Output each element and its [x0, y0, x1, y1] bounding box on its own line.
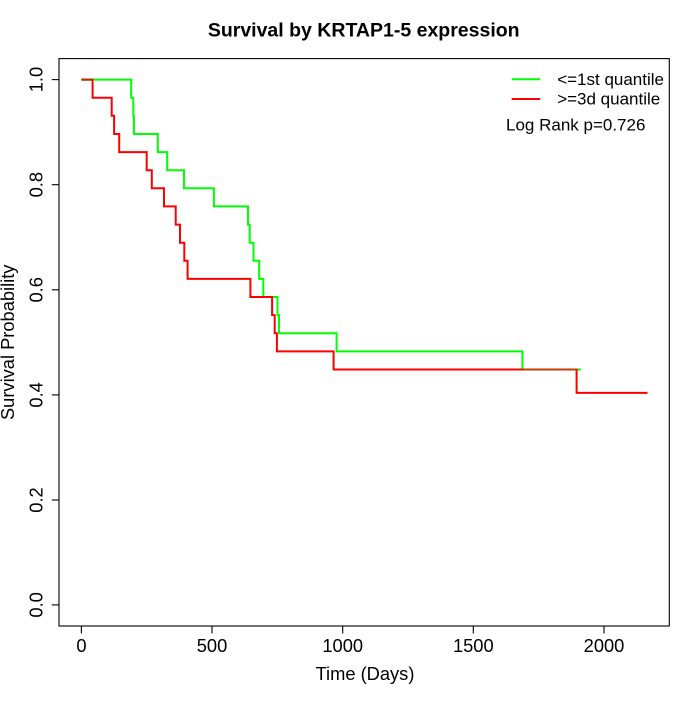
svg-text:Time (Days): Time (Days): [316, 663, 415, 684]
svg-text:0.0: 0.0: [25, 592, 46, 617]
svg-text:<=1st quantile: <=1st quantile: [557, 70, 664, 89]
svg-text:0.6: 0.6: [25, 277, 46, 302]
svg-text:2000: 2000: [584, 635, 625, 656]
svg-text:Survival by KRTAP1-5 expressio: Survival by KRTAP1-5 expression: [208, 20, 520, 42]
svg-text:0.2: 0.2: [25, 487, 46, 512]
svg-text:1500: 1500: [453, 635, 494, 656]
svg-text:0.8: 0.8: [25, 172, 46, 197]
svg-text:Log Rank p=0.726: Log Rank p=0.726: [506, 116, 645, 135]
svg-text:>=3d quantile: >=3d quantile: [557, 90, 660, 109]
svg-text:1000: 1000: [322, 635, 363, 656]
svg-text:0.4: 0.4: [25, 382, 46, 407]
svg-text:0: 0: [76, 635, 86, 656]
svg-text:Survival Probability: Survival Probability: [0, 264, 18, 420]
svg-text:1.0: 1.0: [25, 67, 46, 92]
svg-text:500: 500: [197, 635, 228, 656]
